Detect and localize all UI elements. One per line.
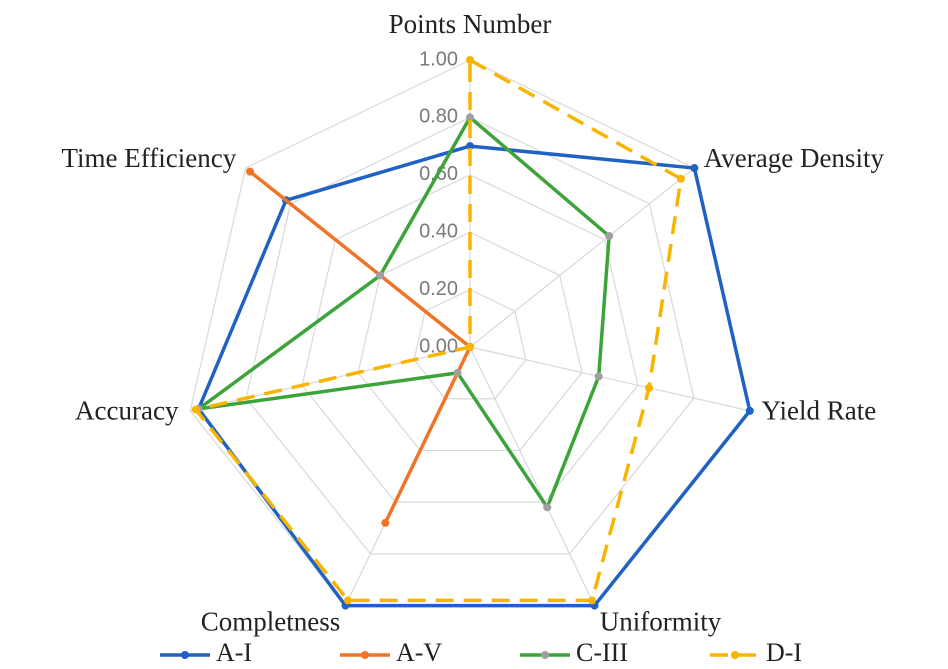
data-point bbox=[453, 368, 462, 377]
data-point bbox=[466, 113, 474, 122]
data-point bbox=[745, 406, 754, 415]
data-point bbox=[588, 596, 597, 605]
data-point bbox=[343, 596, 352, 605]
category-label: Average Density bbox=[704, 143, 885, 173]
data-point bbox=[690, 164, 699, 173]
legend-marker bbox=[361, 651, 369, 659]
grid-line bbox=[301, 174, 639, 503]
legend-label: A-V bbox=[396, 638, 442, 667]
data-point bbox=[191, 405, 200, 414]
data-point bbox=[246, 167, 255, 176]
r-tick-label: 0.40 bbox=[419, 220, 458, 242]
legend-label: A-I bbox=[216, 638, 252, 667]
spoke bbox=[469, 167, 695, 348]
series-line bbox=[196, 115, 611, 510]
data-point bbox=[376, 271, 385, 280]
r-tick-label: 0.20 bbox=[419, 278, 458, 300]
r-tick-label: 1.00 bbox=[419, 48, 458, 70]
data-point bbox=[543, 503, 552, 512]
grid-line bbox=[357, 231, 583, 452]
category-label: Yield Rate bbox=[762, 396, 877, 426]
category-label: Time Efficiency bbox=[61, 143, 236, 173]
legend-label: C-III bbox=[576, 638, 628, 667]
legend-marker bbox=[181, 651, 189, 659]
data-point bbox=[466, 343, 474, 351]
legend-label: D-I bbox=[766, 638, 802, 667]
legend-marker bbox=[541, 651, 549, 659]
data-point bbox=[381, 518, 390, 527]
data-point bbox=[645, 383, 654, 392]
data-point bbox=[676, 174, 685, 183]
spoke bbox=[469, 346, 596, 606]
data-point bbox=[466, 56, 474, 64]
data-point bbox=[594, 372, 603, 381]
legend-marker bbox=[731, 651, 739, 659]
series-line bbox=[196, 144, 752, 608]
data-point bbox=[605, 232, 614, 241]
series-line bbox=[194, 58, 683, 603]
r-tick-label: 0.80 bbox=[419, 106, 458, 128]
category-label: Points Number bbox=[389, 9, 552, 39]
data-point bbox=[466, 142, 474, 151]
spoke bbox=[469, 346, 750, 412]
category-label: Uniformity bbox=[600, 607, 722, 637]
grid-line bbox=[245, 116, 695, 555]
category-label: Accuracy bbox=[75, 396, 179, 426]
r-tick-label: 0.00 bbox=[419, 335, 458, 357]
grid-line bbox=[413, 288, 527, 400]
category-label: Completness bbox=[201, 607, 341, 637]
